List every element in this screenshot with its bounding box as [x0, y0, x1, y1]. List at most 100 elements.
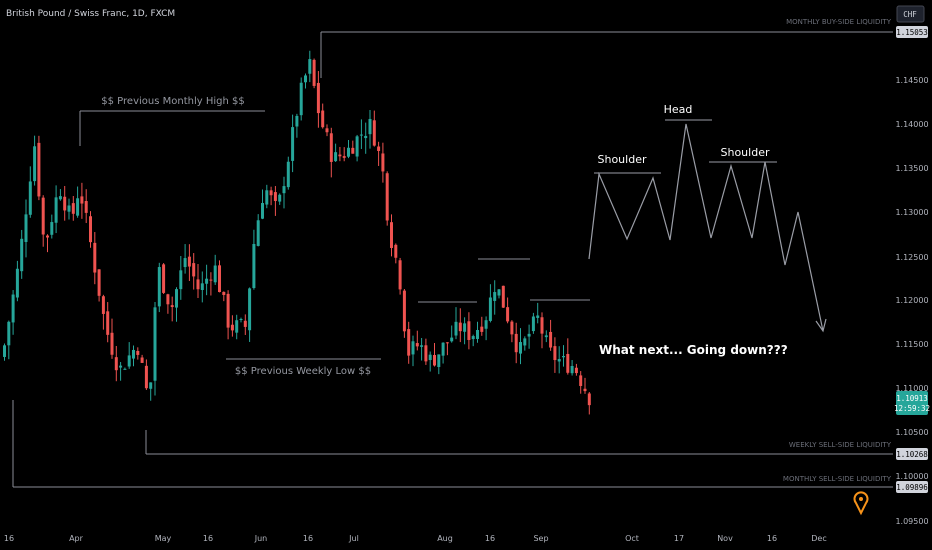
event-marker-icon[interactable] — [853, 479, 869, 516]
candle-down — [63, 196, 67, 211]
candle-down — [587, 393, 591, 406]
candle-up — [33, 146, 37, 182]
monthly-buy-side-label: MONTHLY BUY-SIDE LIQUIDITY — [786, 18, 892, 26]
candle-up — [282, 186, 286, 194]
candle-up — [437, 354, 441, 368]
candle-down — [514, 333, 518, 353]
price-tag-current: 1.10913 12:59:32 — [894, 391, 930, 415]
price-tag-monthly-sell-side-value: 1.09896 — [896, 483, 928, 492]
x-tick-label: Nov — [717, 534, 733, 543]
candle-up — [497, 289, 501, 296]
candle-up — [557, 359, 561, 362]
candle-up — [119, 365, 123, 368]
x-tick-label: Aug — [437, 534, 453, 543]
x-tick-label: 16 — [767, 534, 777, 543]
candle-down — [110, 332, 114, 355]
candle-down — [377, 146, 381, 151]
candle-up — [536, 315, 540, 318]
candle-down — [312, 59, 316, 86]
candle-up — [54, 197, 58, 223]
candle-down — [433, 354, 436, 366]
candle-up — [50, 222, 54, 235]
candle-down — [89, 216, 92, 243]
candle-up — [183, 258, 187, 268]
candle-down — [549, 331, 553, 348]
candle-up — [420, 345, 424, 347]
candle-up — [127, 355, 131, 367]
y-tick-label: 1.14000 — [895, 120, 928, 129]
candle-down — [84, 201, 88, 213]
candle-down — [269, 190, 273, 196]
price-tag-weekly-sell-side-value: 1.10268 — [896, 450, 928, 459]
candle-up — [157, 267, 161, 307]
candle-up — [261, 202, 264, 219]
candle-down — [510, 321, 514, 335]
candle-up — [428, 354, 432, 361]
candle-up — [304, 75, 307, 83]
y-tick-label: 1.13500 — [895, 164, 928, 173]
candle-up — [123, 368, 127, 370]
candle-up — [265, 190, 269, 205]
candle-up — [463, 323, 467, 332]
candle-up — [132, 349, 135, 359]
candle-down — [579, 375, 583, 386]
y-tick-label: 1.09500 — [895, 517, 928, 526]
x-axis[interactable]: 16 Apr May 16 Jun 16 Jul Aug 16 Sep Oct 17 Nov 16 Dec — [4, 534, 827, 543]
candle-down — [162, 264, 166, 293]
x-tick-label: Apr — [69, 534, 84, 543]
candle-up — [252, 243, 256, 289]
candle-up — [179, 270, 183, 290]
y-tick-label: 1.13000 — [895, 208, 928, 217]
candle-down — [338, 154, 342, 157]
candle-up — [531, 316, 535, 332]
candle-up — [24, 214, 28, 242]
right-shoulder-label: Shoulder — [721, 146, 770, 159]
candle-up — [454, 321, 458, 336]
candle-down — [342, 156, 346, 158]
candle-down — [467, 321, 471, 340]
candle-up — [471, 336, 475, 340]
x-tick-label: 16 — [303, 534, 313, 543]
candle-down — [114, 357, 118, 371]
candle-down — [192, 263, 196, 277]
candle-up — [286, 161, 290, 188]
candle-up — [3, 345, 6, 357]
candle-up — [200, 283, 204, 291]
candle-up — [149, 382, 153, 389]
candle-down — [321, 110, 325, 128]
x-tick-label: 17 — [674, 534, 684, 543]
candle-up — [28, 181, 32, 215]
candle-up — [205, 278, 209, 284]
candle-up — [278, 194, 282, 202]
candle-down — [407, 329, 411, 356]
candle-down — [480, 326, 484, 332]
candle-up — [544, 335, 548, 338]
candle-down — [351, 147, 355, 154]
head-and-shoulders-pattern[interactable]: Shoulder Head Shoulder — [588, 103, 827, 333]
candle-up — [58, 196, 62, 200]
candle-up — [450, 337, 454, 342]
candle-up — [67, 205, 71, 212]
currency-button[interactable]: CHF — [896, 5, 925, 23]
candle-up — [488, 297, 492, 321]
candle-down — [385, 173, 389, 221]
projection-path — [588, 123, 824, 332]
x-tick-label: Jul — [348, 534, 359, 543]
candle-up — [493, 292, 497, 301]
candle-down — [372, 120, 376, 146]
candle-up — [334, 152, 338, 162]
candle-down — [37, 142, 41, 197]
head-label: Head — [664, 103, 693, 116]
candle-down — [566, 353, 570, 373]
candle-up — [295, 115, 299, 127]
candle-down — [140, 357, 144, 363]
candle-down — [218, 265, 221, 293]
x-tick-label: Oct — [625, 534, 639, 543]
candle-up — [291, 127, 295, 161]
x-tick-label: Sep — [533, 534, 548, 543]
y-axis[interactable]: 1.14500 1.14000 1.13500 1.13000 1.12500 1.120… — [895, 76, 928, 526]
candle-down — [93, 242, 97, 273]
y-tick-label: 1.11000 — [895, 384, 928, 393]
